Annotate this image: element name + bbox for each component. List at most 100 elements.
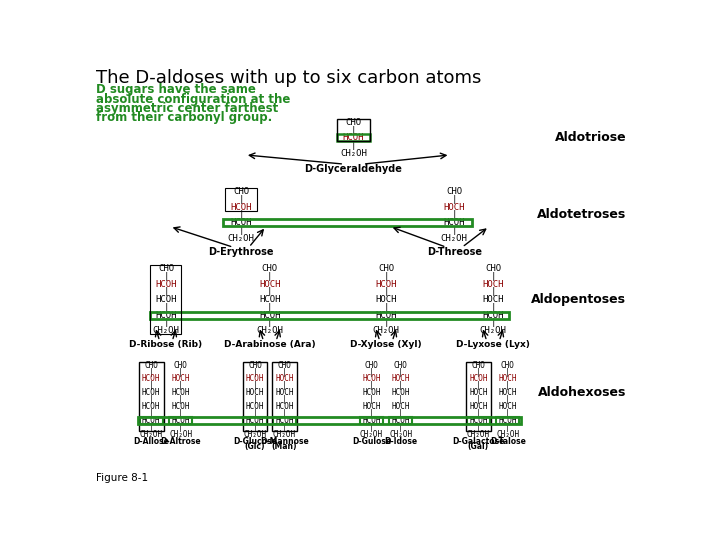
Text: D-Gulose: D-Gulose	[352, 437, 391, 445]
Text: CH₂OH: CH₂OH	[340, 149, 367, 158]
Text: HCOH: HCOH	[171, 402, 190, 411]
Bar	[138, 417, 521, 423]
Text: |: |	[267, 303, 272, 312]
Text: absolute configuration at the: absolute configuration at the	[96, 92, 291, 105]
Text: |: |	[282, 409, 287, 418]
Text: |: |	[149, 423, 153, 432]
Bar	[150, 312, 509, 319]
Text: CH₂OH: CH₂OH	[496, 430, 519, 439]
Text: HCOH: HCOH	[375, 280, 397, 289]
Text: |: |	[267, 287, 272, 296]
Text: HOCH: HOCH	[375, 295, 397, 304]
Text: (Man): (Man)	[271, 442, 297, 451]
Text: CH₂OH: CH₂OH	[256, 326, 283, 335]
Text: |: |	[163, 318, 168, 327]
Text: HCOH: HCOH	[362, 388, 381, 397]
Text: |: |	[369, 409, 374, 418]
Text: |: |	[163, 303, 168, 312]
Text: CHO: CHO	[233, 187, 249, 197]
Text: CH₂OH: CH₂OH	[273, 430, 296, 439]
Text: D-Arabinose (Ara): D-Arabinose (Ara)	[224, 340, 315, 349]
Text: |: |	[369, 368, 374, 376]
Text: CH₂OH: CH₂OH	[228, 233, 255, 242]
Text: HCOH: HCOH	[230, 202, 252, 212]
Bar	[139, 362, 163, 431]
Text: CHO: CHO	[158, 265, 174, 273]
Bar	[150, 265, 181, 334]
Text: HOCH: HOCH	[482, 280, 504, 289]
Text: |: |	[351, 126, 356, 135]
Text: CH₂OH: CH₂OH	[140, 430, 163, 439]
Text: |: |	[383, 272, 389, 281]
Text: D-Glyceraldehyde: D-Glyceraldehyde	[305, 164, 402, 174]
Text: CH₂OH: CH₂OH	[467, 430, 490, 439]
Text: Aldotetroses: Aldotetroses	[537, 208, 626, 221]
Text: D-Idose: D-Idose	[384, 437, 418, 445]
Text: |: |	[238, 226, 244, 235]
Text: D-Lyxose (Lyx): D-Lyxose (Lyx)	[456, 340, 530, 349]
Text: HCOH: HCOH	[259, 310, 281, 320]
Text: CHO: CHO	[144, 361, 158, 369]
Text: D sugars have the same: D sugars have the same	[96, 83, 256, 96]
Bar	[467, 417, 490, 423]
Text: Aldopentoses: Aldopentoses	[531, 293, 626, 306]
Text: HCOH: HCOH	[246, 374, 264, 383]
Text: |: |	[149, 409, 153, 418]
Text: HCOH: HCOH	[444, 218, 465, 227]
Text: |: |	[398, 381, 403, 390]
Bar	[337, 119, 370, 141]
Text: |: |	[149, 381, 153, 390]
Text: CHO: CHO	[248, 361, 262, 369]
Text: HCOH: HCOH	[156, 295, 176, 304]
Text: D-Glucose: D-Glucose	[233, 437, 277, 445]
Text: |: |	[179, 395, 183, 404]
Text: CHO: CHO	[174, 361, 188, 369]
Text: HOCH: HOCH	[275, 374, 294, 383]
Text: Aldohexoses: Aldohexoses	[538, 386, 626, 399]
Bar	[272, 362, 297, 431]
Text: D-Erythrose: D-Erythrose	[208, 247, 274, 257]
Bar	[243, 362, 267, 431]
Text: HCOH: HCOH	[156, 310, 176, 320]
Text: HCOH: HCOH	[392, 388, 410, 397]
Text: D-Altrose: D-Altrose	[161, 437, 201, 445]
Text: |: |	[282, 368, 287, 376]
Text: |: |	[238, 195, 244, 204]
Text: HCOH: HCOH	[142, 416, 161, 425]
Text: CH₂OH: CH₂OH	[480, 326, 506, 335]
Text: |: |	[505, 381, 510, 390]
Text: |: |	[282, 381, 287, 390]
Text: HCOH: HCOH	[171, 388, 190, 397]
Text: CH₂OH: CH₂OH	[243, 430, 266, 439]
Text: HCOH: HCOH	[482, 310, 504, 320]
Text: |: |	[505, 395, 510, 404]
Text: |: |	[505, 409, 510, 418]
Text: HCOH: HCOH	[469, 416, 487, 425]
Text: HCOH: HCOH	[142, 402, 161, 411]
Text: HCOH: HCOH	[362, 374, 381, 383]
Text: |: |	[282, 423, 287, 432]
Text: HCOH: HCOH	[498, 416, 517, 425]
Text: |: |	[238, 211, 244, 219]
Text: |: |	[351, 141, 356, 150]
Text: |: |	[179, 409, 183, 418]
Text: D-Talose: D-Talose	[490, 437, 526, 445]
Text: |: |	[383, 303, 389, 312]
Text: HCOH: HCOH	[362, 416, 381, 425]
Text: |: |	[369, 395, 374, 404]
Text: CH₂OH: CH₂OH	[153, 326, 179, 335]
Text: HOCH: HOCH	[392, 402, 410, 411]
Text: |: |	[253, 409, 257, 418]
Bar	[223, 219, 472, 226]
Text: HCOH: HCOH	[230, 218, 252, 227]
Text: HCOH: HCOH	[171, 416, 190, 425]
Text: |: |	[398, 423, 403, 432]
Text: CH₂OH: CH₂OH	[169, 430, 192, 439]
Text: |: |	[149, 395, 153, 404]
Bar	[169, 417, 192, 423]
Text: Figure 8-1: Figure 8-1	[96, 473, 148, 483]
Text: D-Threose: D-Threose	[427, 247, 482, 257]
Text: |: |	[490, 287, 495, 296]
Text: Aldotriose: Aldotriose	[554, 131, 626, 144]
Text: HCOH: HCOH	[275, 402, 294, 411]
